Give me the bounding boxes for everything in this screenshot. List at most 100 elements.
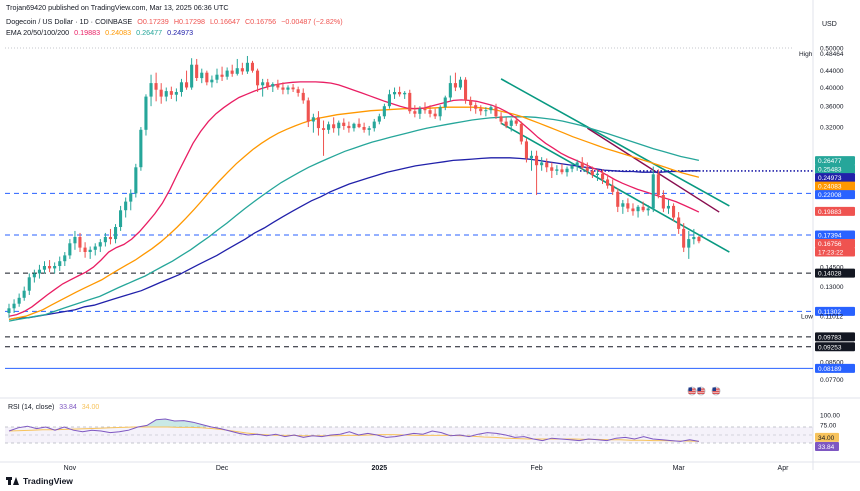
- ema50-line: [8, 106, 700, 321]
- candle-body: [398, 92, 402, 95]
- candle-body: [149, 83, 153, 97]
- candle-body: [200, 72, 204, 79]
- candle-body: [413, 111, 417, 114]
- symbol-legend[interactable]: Dogecoin / US Dollar · 1D · COINBASE O0.…: [6, 17, 346, 26]
- candle-body: [185, 82, 189, 88]
- candle-body: [53, 266, 57, 269]
- flag-icon: [687, 386, 697, 396]
- candle-body: [271, 84, 275, 87]
- candle-body: [245, 62, 249, 72]
- price-axis-tag: [815, 239, 855, 249]
- candle-body: [230, 70, 234, 74]
- candle-body: [174, 92, 178, 95]
- y-tick-label: 0.14500: [820, 265, 844, 272]
- rsi-ma-value: 34.00: [81, 404, 100, 411]
- price-axis-tag-label: 0.26477: [818, 158, 842, 165]
- candle-body: [408, 92, 412, 112]
- candle-body: [103, 237, 107, 243]
- candle-body: [17, 297, 21, 304]
- flag-stripe: [712, 390, 720, 392]
- open-value: O0.17239: [137, 17, 169, 26]
- candle-body: [286, 87, 290, 90]
- price-axis-tag-label: 0.14028: [818, 271, 842, 278]
- candle-body: [469, 100, 473, 106]
- tradingview-footer[interactable]: TradingView: [6, 476, 73, 486]
- candle-body: [626, 203, 630, 209]
- candle-body: [37, 269, 41, 274]
- candle-body: [98, 242, 102, 247]
- price-axis-tag: [815, 363, 855, 373]
- candle-body: [205, 72, 209, 83]
- ema-legend[interactable]: EMA 20/50/100/200 0.19883 0.24083 0.2647…: [6, 28, 196, 37]
- candle-body: [616, 191, 620, 207]
- candle-body: [362, 127, 366, 130]
- currency-label: USD: [822, 21, 837, 28]
- candle-body: [63, 255, 67, 262]
- candle-body: [134, 167, 138, 194]
- x-tick-label: Apr: [778, 465, 790, 472]
- flag-canton: [712, 387, 716, 391]
- y-tick-label: 0.44000: [820, 68, 844, 75]
- candle-body: [367, 128, 371, 130]
- candle-body: [327, 124, 331, 130]
- candle-body: [524, 141, 528, 159]
- flag-stripe: [688, 390, 696, 392]
- candle-body: [545, 162, 549, 168]
- candle-body: [656, 174, 660, 195]
- rsi-axis-tag: [815, 441, 839, 451]
- candle-body: [159, 89, 163, 97]
- candle-body: [108, 237, 112, 240]
- candle-body: [144, 96, 148, 130]
- candle-body: [479, 108, 483, 112]
- candle-body: [438, 107, 442, 117]
- price-axis-tag-label: 0.11302: [818, 309, 841, 316]
- rsi-legend[interactable]: RSI (14, close) 33.84 34.00: [8, 404, 102, 411]
- candle-body: [687, 239, 691, 248]
- y-tick-label: 0.50000: [820, 46, 844, 53]
- flag-stripe: [688, 392, 696, 394]
- candle-body: [337, 122, 341, 129]
- price-axis-tag: [815, 342, 855, 352]
- y-tick-label: 0.40000: [820, 85, 844, 92]
- candle-body: [306, 100, 310, 122]
- candle-body: [220, 74, 224, 77]
- candle-body: [225, 70, 229, 77]
- high-value-label: 0.48464: [820, 51, 844, 58]
- price-axis-tag-label: 0.08189: [818, 366, 842, 373]
- rsi-line: [8, 418, 699, 442]
- price-axis-tag-label: 0.16756: [818, 241, 842, 248]
- flag-icon: [711, 386, 721, 396]
- candle-body: [119, 210, 123, 227]
- ema200-line: [8, 157, 699, 321]
- candle-body: [68, 243, 72, 256]
- published-note: Trojan69420 published on TradingView.com…: [6, 3, 229, 12]
- candle-body: [631, 208, 635, 212]
- rsi-title: RSI (14, close): [8, 404, 55, 411]
- candle-body: [27, 277, 31, 291]
- high-value: H0.17298: [173, 17, 205, 26]
- candle-body: [601, 173, 605, 180]
- candle-body: [555, 169, 559, 171]
- flag-stripe: [697, 392, 705, 394]
- candle-body: [352, 123, 356, 129]
- ema20-line: [8, 81, 700, 317]
- price-axis-tag-label: 0.19883: [818, 209, 842, 216]
- candle-body: [78, 237, 82, 248]
- y-tick-label: 0.32000: [820, 125, 844, 132]
- candle-body: [692, 237, 696, 240]
- candle-body: [595, 173, 599, 175]
- candle-body: [423, 108, 427, 111]
- candle-body: [514, 120, 518, 124]
- candle-body: [606, 179, 610, 186]
- ema100-value: 0.26477: [136, 28, 163, 37]
- candle-body: [124, 201, 128, 211]
- candle-body: [382, 106, 386, 117]
- rsi-axis-tag-label: 34.00: [818, 435, 835, 442]
- candle-body: [474, 105, 478, 109]
- candle-body: [682, 228, 686, 248]
- price-axis-tag: [815, 206, 855, 216]
- candle-body: [12, 303, 16, 309]
- rsi-value: 33.84: [59, 404, 77, 411]
